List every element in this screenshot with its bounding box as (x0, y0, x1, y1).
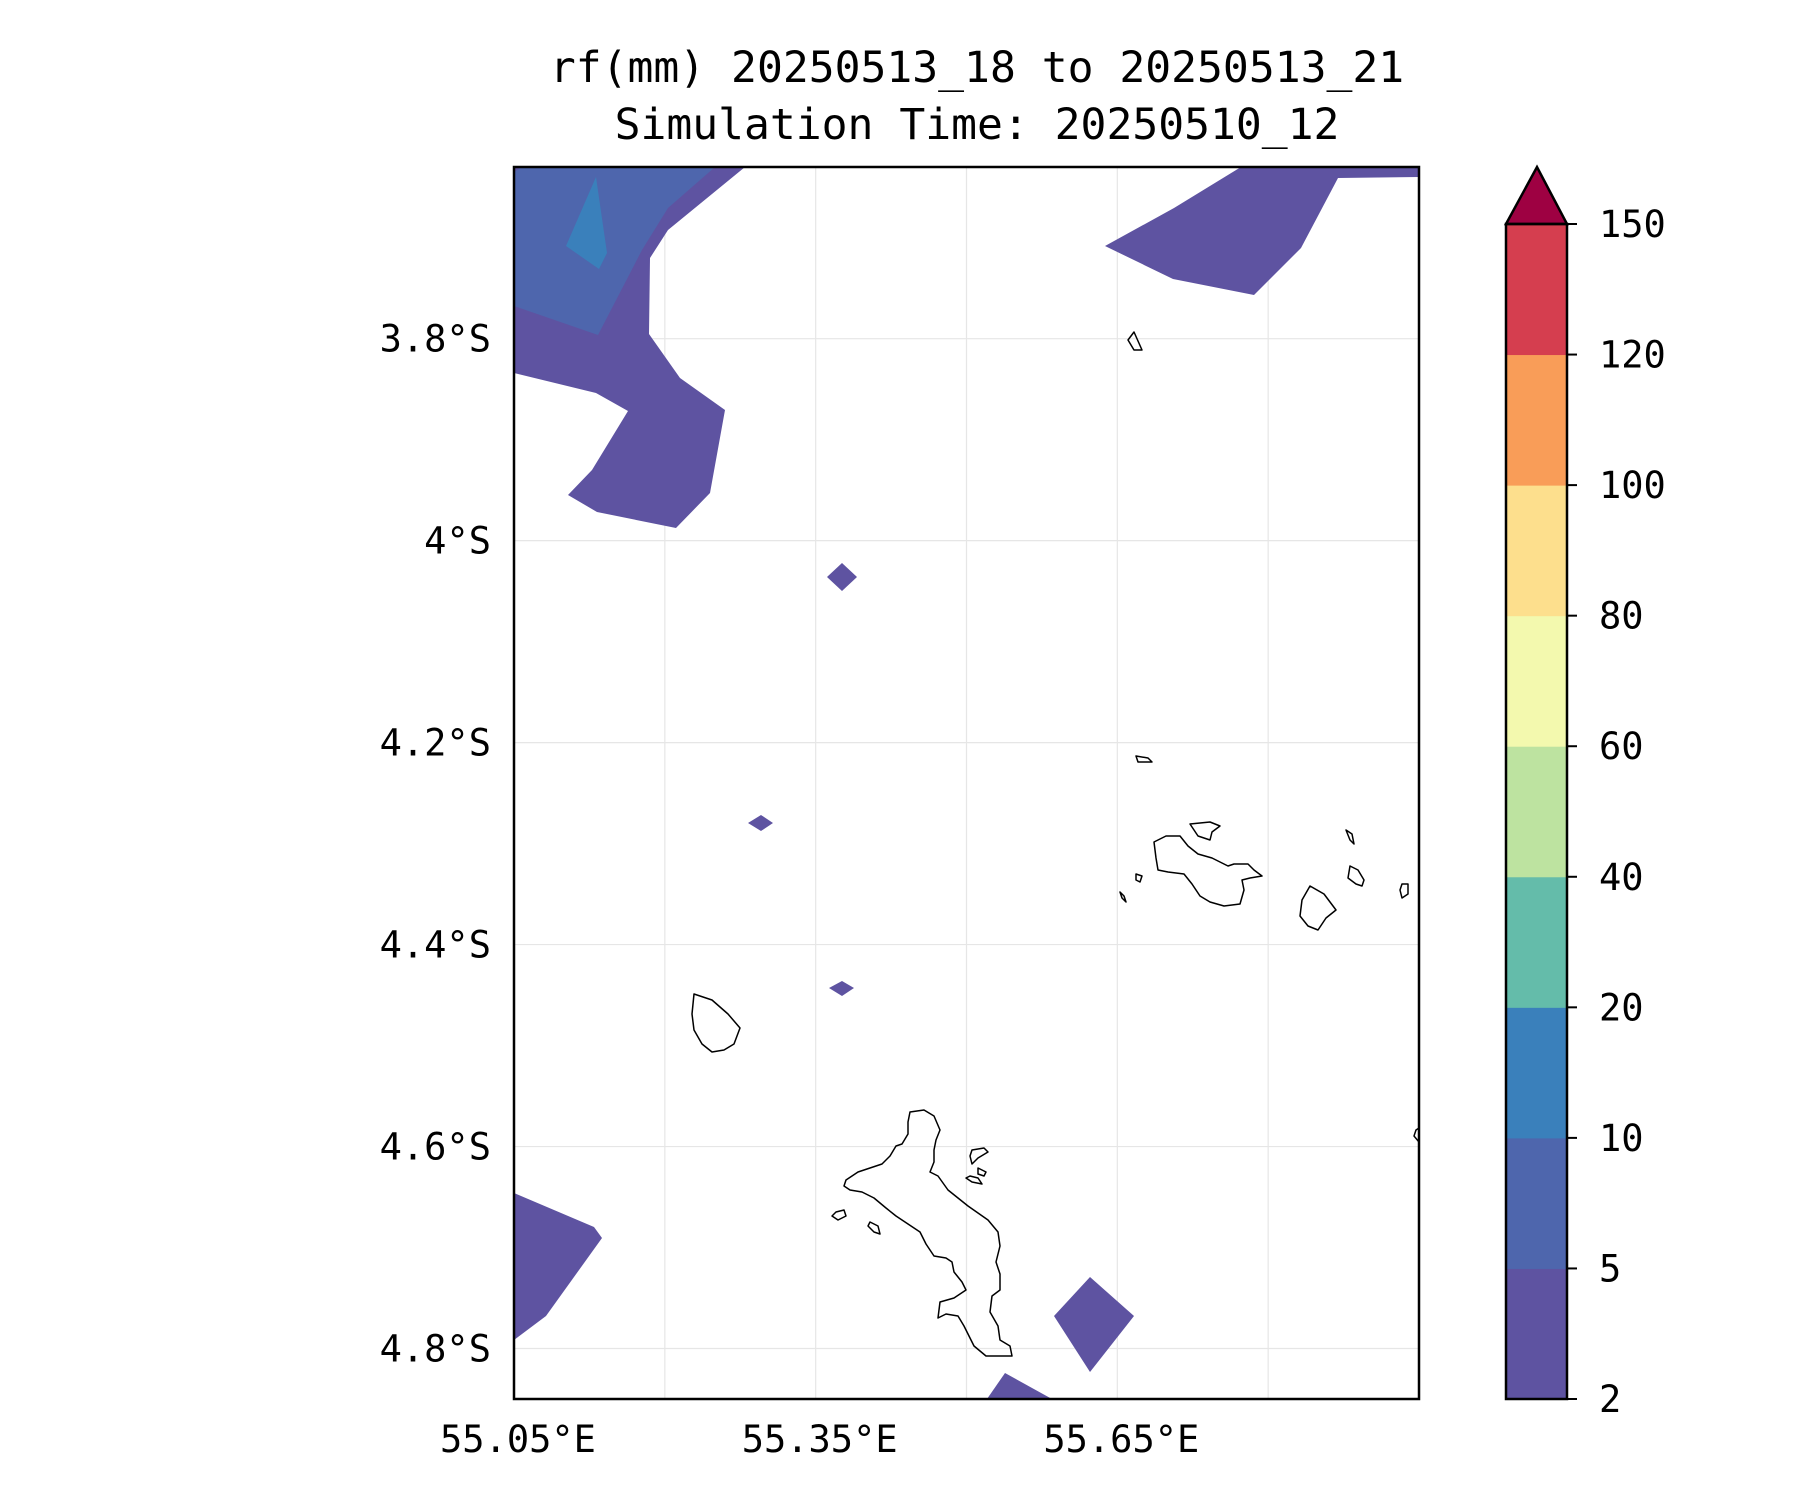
coastline-islet-e2 (1399, 883, 1409, 899)
rain-cell-small-2 (748, 815, 773, 831)
colorbar-label: 100 (1599, 464, 1666, 507)
colorbar-band (1506, 1137, 1567, 1269)
colorbar-band (1506, 746, 1567, 878)
coastline-curieuse-island (1189, 821, 1221, 841)
coastline-islet-c2 (1119, 891, 1127, 903)
colorbar: 2 5 10 20 40 60 80 100 120 150 (1503, 164, 1666, 1421)
colorbar-label: 40 (1599, 856, 1644, 899)
coastline-islet-c1 (1135, 873, 1143, 883)
coastline-island-small-mahe-e2 (965, 1175, 983, 1185)
colorbar-labels: 2 5 10 20 40 60 80 100 120 150 (1567, 203, 1666, 1421)
coastline-mahe-island (843, 1109, 1013, 1357)
colorbar-label: 80 (1599, 595, 1644, 638)
rain-band-5-10 (514, 167, 715, 335)
coastline-praslin-island (1153, 835, 1263, 907)
title-line-1: rf(mm) 20250513_18 to 20250513_21 (550, 43, 1404, 93)
colorbar-label: 60 (1599, 725, 1644, 768)
rain-area-northeast (1105, 167, 1419, 295)
rainfall-contours (514, 167, 1419, 1399)
colorbar-label: 120 (1599, 334, 1666, 377)
rain-cell-small-3 (829, 981, 854, 996)
coastline-la-digue-island (1299, 885, 1337, 931)
latitude-tick-labels: 3.8°S 4°S 4.2°S 4.4°S 4.6°S 4.8°S (380, 318, 491, 1371)
lat-tick-label: 4.6°S (380, 1126, 491, 1169)
rain-area-southwest (514, 1193, 602, 1340)
colorbar-label: 10 (1599, 1117, 1644, 1160)
lat-tick-label: 4.8°S (380, 1328, 491, 1371)
colorbar-band (1506, 615, 1567, 747)
coastlines (691, 331, 1420, 1357)
lat-tick-label: 4.4°S (380, 924, 491, 967)
coastline-island-small-mahe-w1 (831, 1209, 847, 1221)
colorbar-band (1506, 485, 1567, 617)
colorbar-label: 2 (1599, 1378, 1621, 1421)
lon-tick-label: 55.65°E (1043, 1418, 1199, 1461)
colorbar-extend-triangle (1503, 164, 1570, 226)
rain-area-bottom-edge (987, 1373, 1052, 1399)
rain-cell-small-1 (827, 563, 857, 591)
longitude-tick-labels: 55.05°E 55.35°E 55.65°E (440, 1418, 1199, 1461)
coastline-island-small-mahe-w2 (867, 1221, 881, 1235)
coastline-islet-e3 (1413, 1127, 1420, 1143)
colorbar-frame (1504, 222, 1569, 1401)
lat-tick-label: 4°S (424, 520, 491, 563)
coastline-islet-e1 (1345, 829, 1355, 845)
coastline-islet-n1 (1127, 331, 1143, 351)
colorbar-label: 150 (1599, 203, 1666, 246)
colorbar-band (1506, 354, 1567, 486)
rain-cell-south (1054, 1277, 1134, 1372)
coastline-felicite-island (1347, 865, 1365, 887)
colorbar-label: 20 (1599, 986, 1644, 1029)
lat-tick-label: 4.2°S (380, 722, 491, 765)
map-frame (512, 165, 1421, 1401)
colorbar-label: 5 (1599, 1247, 1621, 1290)
coastline-island-small-mahe-e3 (977, 1167, 987, 1177)
rain-band-10-20 (566, 177, 607, 269)
colorbar-band (1506, 1007, 1567, 1139)
coastline-aride-island (1135, 755, 1153, 763)
gridlines (513, 167, 1420, 1399)
lon-tick-label: 55.05°E (440, 1418, 596, 1461)
colorbar-band (1506, 1268, 1567, 1400)
colorbar-band (1506, 876, 1567, 1008)
colorbar-bands (1506, 224, 1567, 1400)
colorbar-band (1506, 224, 1567, 356)
lat-tick-label: 3.8°S (380, 318, 491, 361)
map-panel (512, 165, 1421, 1401)
coastline-silhouette-island (691, 993, 741, 1053)
title-line-2: Simulation Time: 20250510_12 (615, 100, 1340, 150)
coastline-island-small-mahe-e1 (969, 1147, 989, 1165)
lon-tick-label: 55.35°E (742, 1418, 898, 1461)
